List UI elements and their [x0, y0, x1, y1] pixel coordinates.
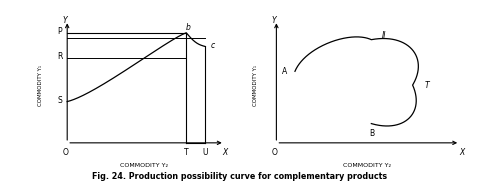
Text: T: T — [425, 81, 430, 90]
Text: T: T — [184, 148, 189, 157]
Text: c: c — [211, 41, 215, 50]
Text: O: O — [271, 148, 277, 157]
Text: II: II — [382, 31, 386, 40]
Text: A: A — [282, 67, 287, 76]
Text: COMMODITY Y₁: COMMODITY Y₁ — [38, 65, 43, 106]
Text: B: B — [369, 129, 374, 138]
Text: Fig. 24. Production possibility curve for complementary products: Fig. 24. Production possibility curve fo… — [93, 172, 387, 181]
Text: X: X — [222, 148, 227, 157]
Text: Y: Y — [272, 16, 276, 25]
Text: b: b — [186, 23, 191, 32]
Text: COMMODITY Y₂: COMMODITY Y₂ — [343, 163, 391, 168]
Text: Y: Y — [63, 16, 68, 25]
Text: O: O — [62, 148, 68, 157]
Text: X: X — [459, 148, 465, 157]
Text: S: S — [57, 96, 62, 105]
Text: U: U — [203, 148, 208, 157]
Text: P: P — [57, 27, 62, 36]
Text: COMMODITY Y₂: COMMODITY Y₂ — [120, 163, 168, 168]
Text: COMMODITY Y₁: COMMODITY Y₁ — [253, 65, 258, 106]
Text: R: R — [57, 52, 62, 61]
